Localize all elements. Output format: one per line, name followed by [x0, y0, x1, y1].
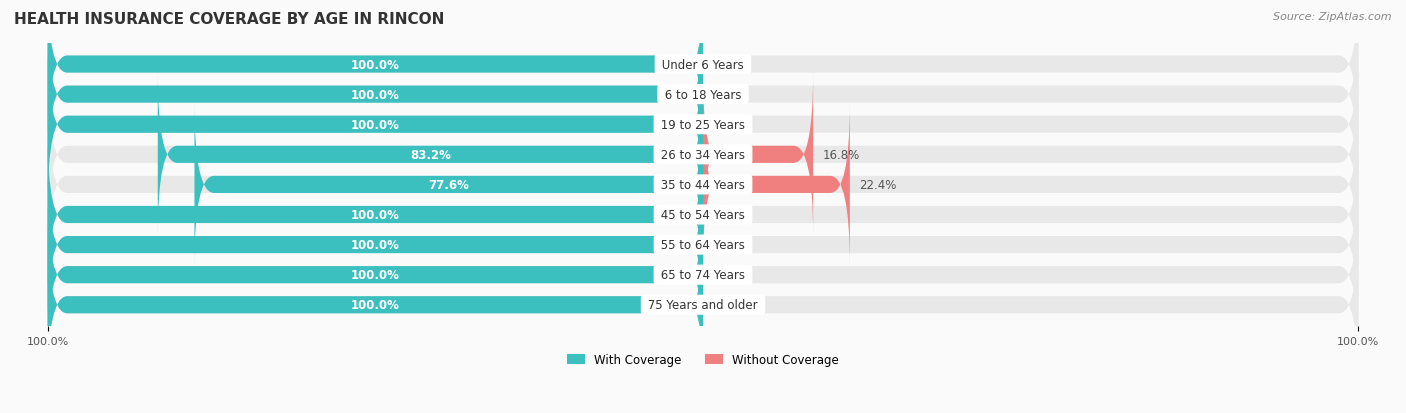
- FancyBboxPatch shape: [48, 0, 1358, 146]
- FancyBboxPatch shape: [157, 74, 703, 236]
- FancyBboxPatch shape: [48, 223, 1358, 387]
- Text: 65 to 74 Years: 65 to 74 Years: [657, 268, 749, 282]
- Text: 0.0%: 0.0%: [716, 238, 745, 252]
- FancyBboxPatch shape: [48, 223, 703, 387]
- FancyBboxPatch shape: [48, 133, 703, 297]
- Text: 22.4%: 22.4%: [859, 178, 897, 192]
- Text: 100.0%: 100.0%: [352, 209, 399, 221]
- Text: 100.0%: 100.0%: [352, 268, 399, 282]
- Text: 77.6%: 77.6%: [429, 178, 470, 192]
- FancyBboxPatch shape: [48, 133, 1358, 297]
- FancyBboxPatch shape: [703, 74, 813, 236]
- Text: 75 Years and older: 75 Years and older: [644, 299, 762, 311]
- Text: 83.2%: 83.2%: [411, 148, 451, 161]
- Text: 100.0%: 100.0%: [352, 88, 399, 101]
- FancyBboxPatch shape: [48, 164, 1358, 327]
- Text: 45 to 54 Years: 45 to 54 Years: [657, 209, 749, 221]
- FancyBboxPatch shape: [48, 164, 703, 327]
- FancyBboxPatch shape: [48, 194, 703, 356]
- FancyBboxPatch shape: [48, 104, 1358, 266]
- FancyBboxPatch shape: [48, 13, 703, 176]
- Text: Source: ZipAtlas.com: Source: ZipAtlas.com: [1274, 12, 1392, 22]
- Text: 6 to 18 Years: 6 to 18 Years: [661, 88, 745, 101]
- Text: 0.0%: 0.0%: [716, 209, 745, 221]
- Text: Under 6 Years: Under 6 Years: [658, 58, 748, 71]
- Text: 16.8%: 16.8%: [823, 148, 860, 161]
- Text: 0.0%: 0.0%: [716, 88, 745, 101]
- Text: 0.0%: 0.0%: [716, 58, 745, 71]
- FancyBboxPatch shape: [48, 74, 1358, 236]
- FancyBboxPatch shape: [48, 0, 703, 146]
- Text: 0.0%: 0.0%: [716, 119, 745, 131]
- FancyBboxPatch shape: [703, 104, 849, 266]
- FancyBboxPatch shape: [48, 13, 1358, 176]
- Text: 100.0%: 100.0%: [352, 119, 399, 131]
- Text: 19 to 25 Years: 19 to 25 Years: [657, 119, 749, 131]
- Text: 100.0%: 100.0%: [352, 299, 399, 311]
- Text: 100.0%: 100.0%: [352, 58, 399, 71]
- Legend: With Coverage, Without Coverage: With Coverage, Without Coverage: [562, 349, 844, 371]
- Text: 0.0%: 0.0%: [716, 268, 745, 282]
- Text: 100.0%: 100.0%: [352, 238, 399, 252]
- Text: 55 to 64 Years: 55 to 64 Years: [657, 238, 749, 252]
- FancyBboxPatch shape: [194, 104, 703, 266]
- FancyBboxPatch shape: [48, 194, 1358, 356]
- Text: 35 to 44 Years: 35 to 44 Years: [657, 178, 749, 192]
- FancyBboxPatch shape: [48, 43, 1358, 206]
- Text: 0.0%: 0.0%: [716, 299, 745, 311]
- FancyBboxPatch shape: [48, 43, 703, 206]
- Text: HEALTH INSURANCE COVERAGE BY AGE IN RINCON: HEALTH INSURANCE COVERAGE BY AGE IN RINC…: [14, 12, 444, 27]
- Text: 26 to 34 Years: 26 to 34 Years: [657, 148, 749, 161]
